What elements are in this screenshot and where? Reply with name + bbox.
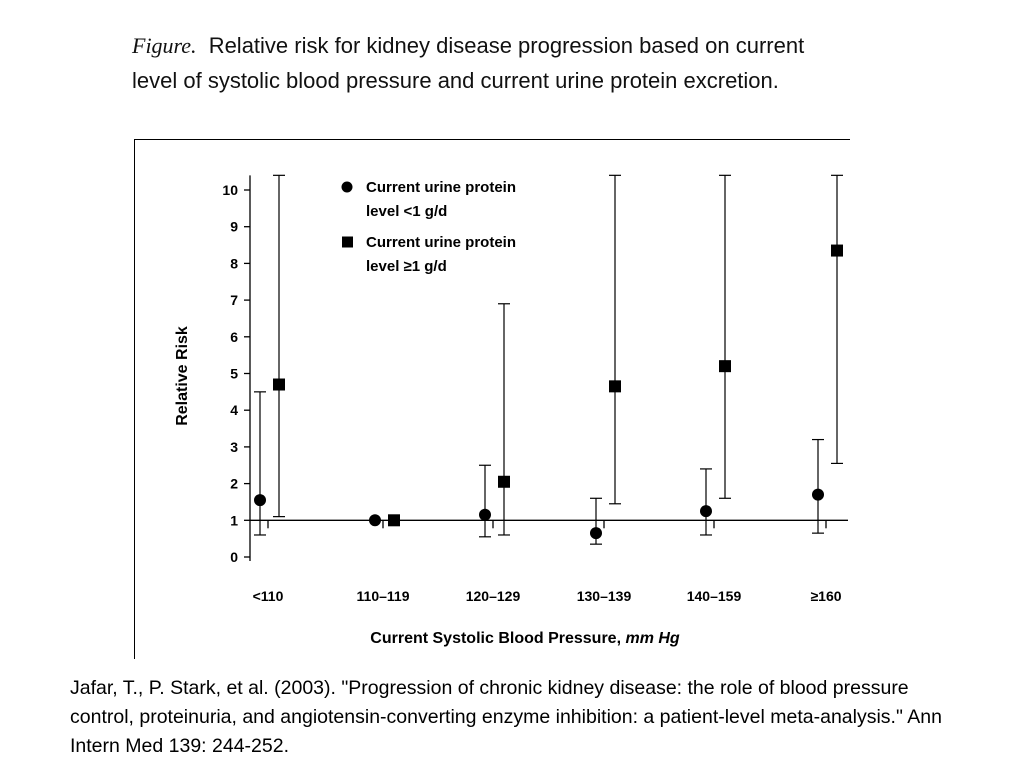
legend-label: level ≥1 g/d	[366, 258, 447, 275]
y-tick-label: 5	[230, 366, 238, 382]
y-axis-title: Relative Risk	[174, 326, 191, 426]
x-tick-label: <110	[253, 588, 284, 604]
y-tick-label: 10	[222, 182, 238, 198]
x-axis-title-unit: mm Hg	[625, 630, 679, 647]
legend-label: level <1 g/d	[366, 203, 447, 220]
figure-caption-text: Relative risk for kidney disease progres…	[132, 33, 805, 93]
y-tick-label: 1	[230, 512, 238, 528]
figure-label: Figure.	[132, 33, 197, 58]
x-tick-label: 110–119	[357, 588, 410, 604]
data-point-circle	[812, 488, 824, 501]
legend-circle-marker	[341, 181, 353, 193]
data-point-square	[388, 514, 400, 527]
x-tick-label: 140–159	[687, 588, 742, 604]
y-tick-label: 8	[230, 255, 238, 271]
x-tick-label: 120–129	[466, 588, 521, 604]
y-tick-label: 0	[230, 549, 238, 565]
y-tick-label: 3	[230, 439, 238, 455]
data-point-square	[609, 380, 621, 393]
x-tick-label: 130–139	[577, 588, 632, 604]
legend-label: Current urine protein	[366, 179, 516, 196]
legend-square-marker	[342, 236, 353, 248]
x-tick-label: ≥160	[810, 588, 841, 604]
y-tick-label: 6	[230, 329, 238, 345]
data-point-circle	[479, 508, 491, 521]
data-point-circle	[590, 527, 602, 540]
data-point-square	[831, 244, 843, 257]
data-point-circle	[369, 514, 381, 527]
data-point-square	[498, 475, 510, 488]
x-axis-title-main: Current Systolic Blood Pressure,	[370, 630, 625, 647]
figure-caption: Figure. Relative risk for kidney disease…	[132, 28, 832, 98]
data-point-circle	[700, 505, 712, 518]
x-axis-title: Current Systolic Blood Pressure, mm Hg	[370, 630, 680, 647]
y-tick-label: 4	[230, 402, 238, 418]
data-point-square	[273, 378, 285, 391]
plot-frame	[134, 139, 850, 659]
citation-text: Jafar, T., P. Stark, et al. (2003). "Pro…	[70, 677, 942, 757]
data-point-circle	[254, 494, 266, 507]
y-tick-label: 9	[230, 219, 238, 235]
legend-label: Current urine protein	[366, 234, 516, 251]
y-tick-label: 2	[230, 476, 238, 492]
data-point-square	[719, 360, 731, 373]
y-tick-label: 7	[230, 292, 238, 308]
